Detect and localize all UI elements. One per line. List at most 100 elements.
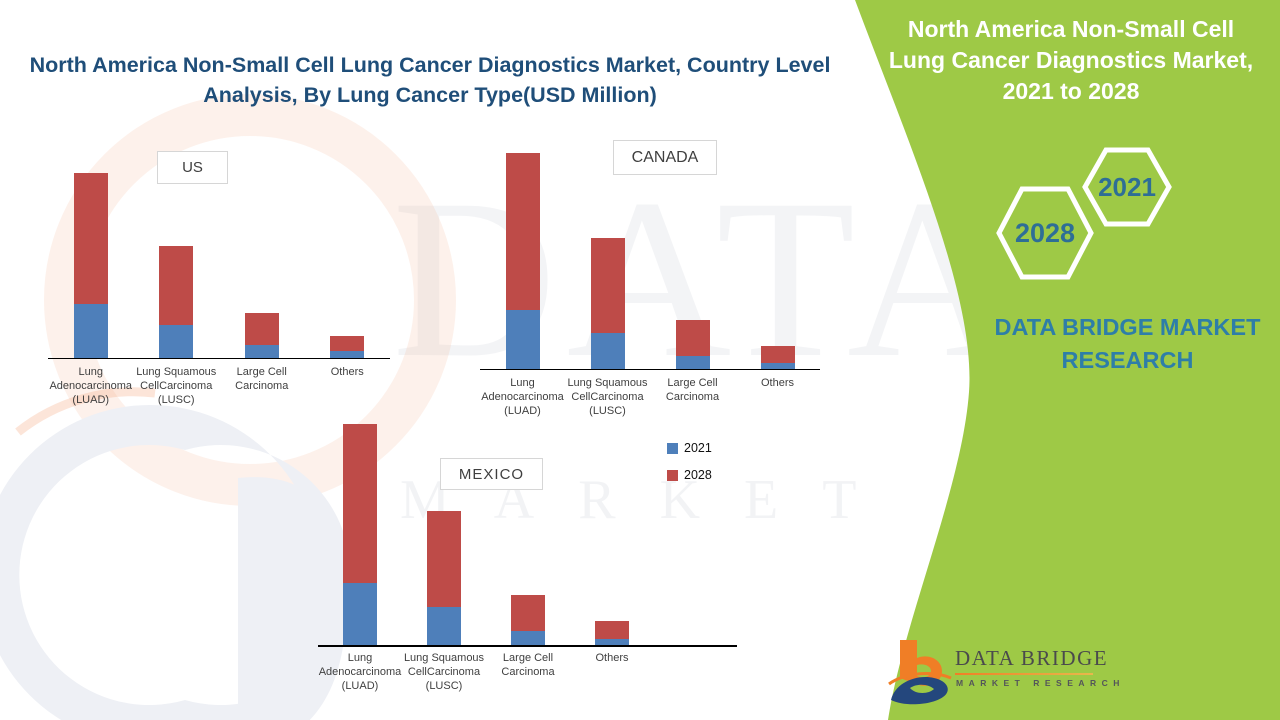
category-label: Large Cell Carcinoma <box>235 366 289 392</box>
bar-slot <box>735 139 820 369</box>
legend-swatch-2028 <box>667 469 678 481</box>
page-title: North America Non-Small Cell Lung Cancer… <box>29 53 831 107</box>
brand-text: DATA BRIDGE MARKET RESEARCH <box>985 311 1270 377</box>
bar-segment-2028 <box>427 511 461 607</box>
bar-slot <box>48 138 134 358</box>
bar-slot <box>318 415 402 645</box>
bar-slot <box>570 415 654 645</box>
bar-segment-2028 <box>73 173 108 304</box>
stacked-bar <box>427 511 461 645</box>
category-label: Others <box>760 377 794 389</box>
hexagon-2021-label: 2021 <box>1098 172 1156 202</box>
bar-segment-2028 <box>511 595 545 631</box>
stacked-bar <box>159 246 194 358</box>
bar-segment-2028 <box>595 621 629 639</box>
hexagon-2021 <box>1082 147 1172 227</box>
panel-title: North America Non-Small Cell Lung Cancer… <box>888 16 1254 104</box>
bar-segment-2021 <box>427 607 461 645</box>
bar-segment-2028 <box>590 238 625 333</box>
stacked-bar <box>244 313 279 358</box>
bar-slot <box>565 139 650 369</box>
chart-canada-plot <box>480 139 820 370</box>
bar-segment-2028 <box>159 246 194 325</box>
legend-label-2021: 2021 <box>684 441 712 455</box>
chart-title-canada: CANADA <box>613 140 717 175</box>
category-label: Lung Adenocarcinoma (LUAD) <box>481 377 564 417</box>
green-panel-path <box>855 0 1280 720</box>
stacked-bar <box>595 621 629 645</box>
bar-segment-2021 <box>343 583 377 645</box>
bar-segment-2021 <box>675 356 710 369</box>
legend: 2021 2028 <box>667 441 712 495</box>
bar-segment-2021 <box>159 325 194 358</box>
category-label: Lung Adenocarcinoma (LUAD) <box>318 652 402 692</box>
stacked-bar <box>760 346 795 369</box>
logo-orange-swoosh <box>888 672 952 686</box>
category-label: Lung Squamous CellCarcinoma (LUSC) <box>136 366 217 406</box>
category-label: Lung Adenocarcinoma (LUAD) <box>49 366 133 406</box>
chart-mexico-plot <box>318 415 654 645</box>
chart-us: Lung Adenocarcinoma (LUAD) Lung Squamous … <box>48 138 390 407</box>
bar-segment-2021 <box>505 310 540 369</box>
bar-slot <box>650 139 735 369</box>
watermark-logo-leaf <box>0 405 351 720</box>
legend-label-2028: 2028 <box>684 468 712 482</box>
legend-item-2021: 2021 <box>667 441 712 455</box>
logo-name: DATA BRIDGE <box>955 646 1109 670</box>
bar-slot <box>219 138 305 358</box>
bar-segment-2021 <box>595 639 629 645</box>
chart-mexico: Lung Adenocarcinoma (LUAD) Lung Squamous … <box>318 415 654 693</box>
chart-us-plot <box>48 138 390 359</box>
category-label: Large Cell Carcinoma <box>665 377 720 403</box>
stacked-bar <box>343 424 377 645</box>
watermark-orange-arc <box>15 387 156 436</box>
hexagons <box>996 147 1172 280</box>
bar-segment-2021 <box>511 631 545 645</box>
legend-swatch-2021 <box>667 442 678 454</box>
stacked-bar <box>505 153 540 369</box>
bar-segment-2028 <box>675 320 710 356</box>
stacked-bar <box>511 595 545 645</box>
chart-canada: Lung Adenocarcinoma (LUAD) Lung Squamous … <box>480 139 820 418</box>
databridge-logo-icon <box>888 640 952 705</box>
stacked-bar <box>73 173 108 358</box>
bar-segment-2028 <box>505 153 540 310</box>
bar-slot <box>305 138 391 358</box>
category-label: Others <box>330 366 364 378</box>
legend-item-2028: 2028 <box>667 468 712 482</box>
bar-segment-2021 <box>244 345 279 358</box>
logo-divider <box>955 673 1093 675</box>
chart-title-us: US <box>157 151 228 184</box>
category-label: Lung Squamous CellCarcinoma (LUSC) <box>403 652 485 692</box>
stacked-bar <box>330 336 365 358</box>
stacked-bar <box>590 238 625 369</box>
bar-segment-2028 <box>330 336 365 351</box>
bar-segment-2021 <box>330 351 365 358</box>
bar-segment-2028 <box>760 346 795 363</box>
bar-segment-2021 <box>760 363 795 369</box>
brand-text-line1: DATA BRIDGE MARKET <box>994 314 1261 340</box>
logo-d-swoosh <box>891 677 948 705</box>
logo-subtitle: MARKET RESEARCH <box>956 678 1125 688</box>
bar-segment-2028 <box>244 313 279 345</box>
bar-slot <box>480 139 565 369</box>
hexagon-2028-label: 2028 <box>1014 218 1076 248</box>
hexagon-2028 <box>996 186 1094 280</box>
brand-text-line2: RESEARCH <box>1061 347 1194 373</box>
bar-segment-2021 <box>590 333 625 369</box>
chart-mexico-axis-line <box>318 645 737 647</box>
chart-canada-category-labels: Lung Adenocarcinoma (LUAD) Lung Squamous … <box>480 370 820 418</box>
bar-slot <box>402 415 486 645</box>
bar-slot <box>486 415 570 645</box>
stacked-bar <box>675 320 710 369</box>
category-label: Large Cell Carcinoma <box>501 652 555 678</box>
category-label: Lung Squamous CellCarcinoma (LUSC) <box>567 377 648 417</box>
chart-us-category-labels: Lung Adenocarcinoma (LUAD) Lung Squamous … <box>48 359 390 407</box>
bar-slot <box>134 138 220 358</box>
chart-mexico-category-labels: Lung Adenocarcinoma (LUAD) Lung Squamous … <box>318 645 654 693</box>
bar-segment-2021 <box>73 304 108 358</box>
chart-title-mexico: MEXICO <box>440 458 543 490</box>
